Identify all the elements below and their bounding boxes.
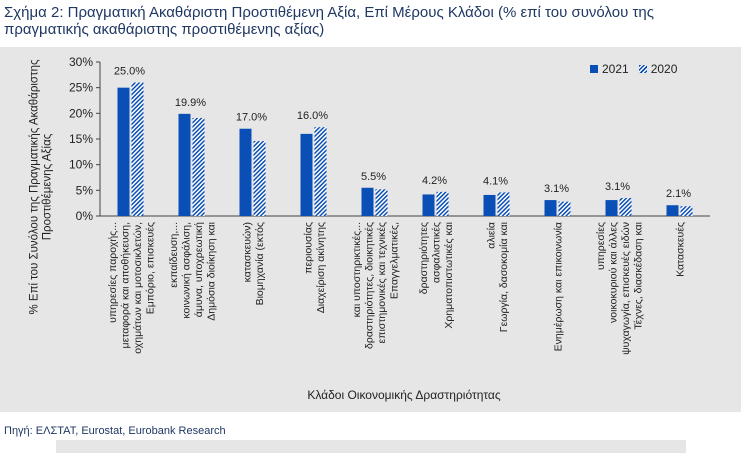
x-category-line: ασφαλιστικές <box>431 222 443 283</box>
y-tick-label: 0% <box>76 209 94 223</box>
legend-label-2021: 2021 <box>602 62 629 76</box>
x-category-line: και υποστηρικτικές... <box>351 222 363 317</box>
x-category-line: δραστηριότητες <box>418 222 430 294</box>
x-category-label: Γεωργία, δασοκομία καιαλιεία <box>485 221 510 332</box>
x-category-line: Επαγγελματικές, <box>388 222 400 299</box>
bar-2020 <box>131 82 144 217</box>
x-category-line: Δημόσια διοίκηση και <box>205 221 217 320</box>
x-category-label: Επαγγελματικές,επιστημονικές και τεχνικέ… <box>351 222 401 349</box>
legend-swatch-solid <box>590 65 598 73</box>
x-category-line: Βιομηχανία (εκτός <box>254 222 266 305</box>
x-category-label: Εμπόριο, επισκευέςοχημάτων και μοτοσικλε… <box>107 222 157 354</box>
x-category-line: νοικοκυριού και άλλες <box>607 222 619 323</box>
y-tick-label: 15% <box>69 132 93 146</box>
bar-2021 <box>422 194 435 216</box>
data-label: 25.0% <box>114 66 145 78</box>
y-tick-label: 20% <box>69 106 93 120</box>
bar-2021 <box>483 194 496 216</box>
x-category-line: μεταφορά και αποθήκευση, <box>119 222 131 348</box>
chart-legend: 2021 2020 <box>590 62 677 76</box>
x-category-line: εκπαίδευση,... <box>168 222 180 288</box>
x-axis-title: Κλάδοι Οικονομικής Δραστηριότητας <box>307 388 501 402</box>
x-category-line: Τέχνες, διασκέδαση και <box>632 221 644 329</box>
bar-2021 <box>361 187 374 216</box>
source-note: Πηγή: ΕΛΣΤΑΤ, Eurostat, Eurobank Researc… <box>4 425 226 437</box>
x-category-label: Τέχνες, διασκέδαση καιψυχαγωγία, επισκευ… <box>595 221 645 355</box>
bar-2020 <box>497 192 510 216</box>
x-category-line: Γεωργία, δασοκομία και <box>498 221 510 332</box>
data-label: 4.1% <box>483 175 508 187</box>
bar-2020 <box>375 189 388 216</box>
y-axis-title-line: Προστιθέμενης Αξίας <box>42 133 54 240</box>
data-label: 16.0% <box>297 110 328 122</box>
bar-2020 <box>619 198 632 216</box>
bar-2020 <box>192 117 205 216</box>
x-category-line: δραστηριότητες, διοικητικές <box>363 222 375 349</box>
chart-title: Σχήμα 2: Πραγματική Ακαθάριστη Προστιθέμ… <box>4 4 654 38</box>
x-category-label: Ενημέρωση και επικοινωνία <box>553 222 565 351</box>
data-label: 17.0% <box>236 112 267 124</box>
data-label: 19.9% <box>175 97 206 109</box>
x-category-label: Κατασκευές <box>675 222 687 277</box>
x-category-line: Χρηματοπιστωτικές και <box>443 221 455 328</box>
x-category-label: Βιομηχανία (εκτόςκατασκευών) <box>241 222 266 305</box>
bar-2020 <box>558 201 571 216</box>
legend-item-2020: 2020 <box>638 62 678 76</box>
chart-svg: 0% 5% 10% 15% 20% 25% 30% 25.0% Εμπόριο, επισκευ… <box>29 55 710 402</box>
x-category-line: περιουσίας <box>302 222 314 274</box>
bar-2021 <box>544 200 557 216</box>
x-category-line: αλιεία <box>485 222 497 249</box>
y-tick-label: 25% <box>69 81 93 95</box>
x-category-line: οχημάτων και μοτοσικλετών, <box>132 222 144 354</box>
x-category-line: υπηρεσίες παροχής... <box>107 222 119 323</box>
legend-label-2020: 2020 <box>650 62 678 76</box>
legend-item-2021: 2021 <box>590 62 629 76</box>
data-label: 4.2% <box>422 175 447 187</box>
bar-2021 <box>605 200 618 216</box>
x-category-line: Διαχείριση ακίνητης <box>315 222 327 313</box>
x-category-line: επιστημονικές και τεχνικές <box>376 222 388 343</box>
bar-2021 <box>117 87 130 216</box>
x-category-label: Χρηματοπιστωτικές καιασφαλιστικέςδραστηρ… <box>418 221 455 328</box>
y-tick-label: 5% <box>76 183 94 197</box>
x-category-line: Κατασκευές <box>675 222 687 277</box>
x-category-label: Δημόσια διοίκηση καιάμυνα, υποχρεωτικήκο… <box>168 221 218 320</box>
footer-bar <box>56 440 686 453</box>
bar-2020 <box>436 191 449 216</box>
x-category-line: κατασκευών) <box>241 222 253 282</box>
bar-2020 <box>314 127 327 216</box>
data-label: 3.1% <box>605 181 630 193</box>
data-label: 5.5% <box>361 171 386 183</box>
y-tick-label: 30% <box>69 55 93 69</box>
x-category-line: ψυχαγωγία, επισκευές ειδών <box>620 222 632 355</box>
bar-2020 <box>680 206 693 216</box>
bar-2020 <box>253 141 266 216</box>
x-category-line: Εμπόριο, επισκευές <box>144 222 156 314</box>
y-axis-title: % Επί του Συνόλου της Πραγματικής Ακαθάρ… <box>29 59 54 314</box>
bar-2021 <box>666 205 679 216</box>
x-category-line: κοινωνική ασφάλιση, <box>180 222 192 319</box>
data-label: 2.1% <box>666 188 691 200</box>
bar-2021 <box>178 113 191 216</box>
data-label: 3.1% <box>544 183 569 195</box>
x-category-line: υπηρεσίες <box>595 222 607 270</box>
bar-2021 <box>300 133 313 216</box>
x-category-line: άμυνα, υποχρεωτική <box>193 222 205 317</box>
x-category-label: Διαχείριση ακίνητηςπεριουσίας <box>302 222 327 313</box>
bar-2021 <box>239 128 252 216</box>
legend-swatch-hatched <box>638 65 647 73</box>
x-category-line: Ενημέρωση και επικοινωνία <box>553 222 565 351</box>
y-tick-label: 10% <box>69 158 93 172</box>
y-axis-title-line: % Επί του Συνόλου της Πραγματικής Ακαθάρ… <box>29 59 41 314</box>
